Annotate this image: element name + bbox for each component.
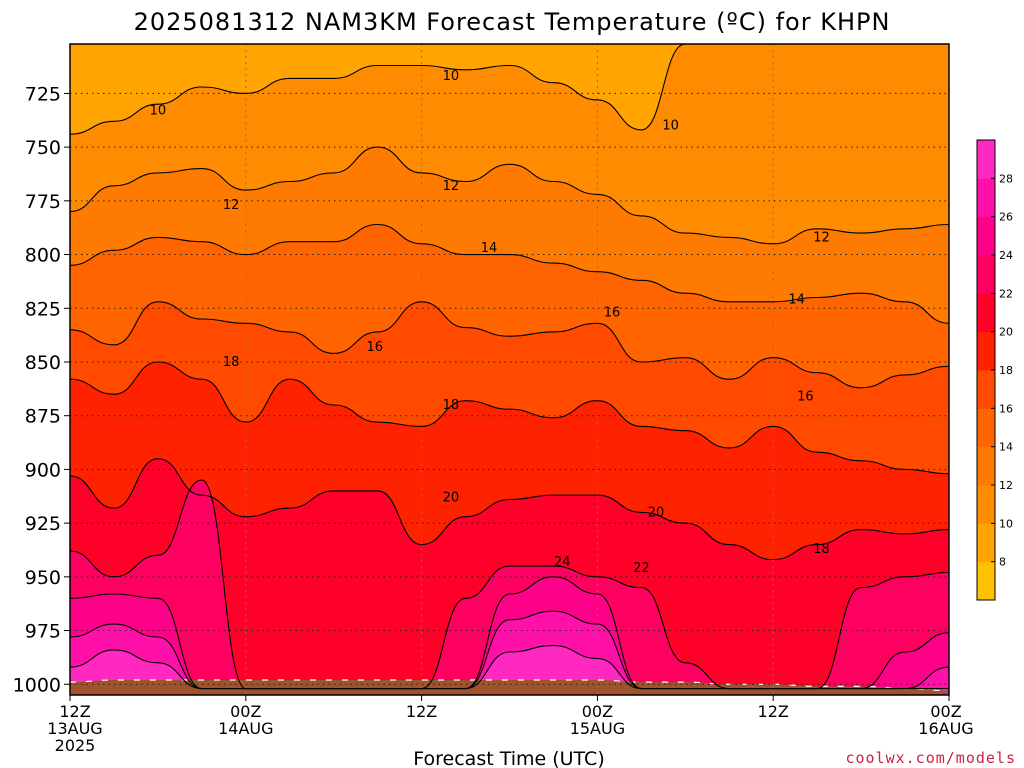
y-tick-label-975: 975 <box>25 621 61 643</box>
colorbar-segment-20 <box>977 293 995 333</box>
contour-label-14: 14 <box>481 241 498 256</box>
colorbar-segment-10 <box>977 485 995 524</box>
colorbar-segment-26 <box>977 178 995 218</box>
contour-label-10: 10 <box>150 104 167 119</box>
isotherm-10 <box>70 44 949 135</box>
contour-label-18: 18 <box>813 542 830 557</box>
x-tick-label-48-0: 12Z <box>758 702 789 721</box>
y-tick-label-925: 925 <box>25 513 61 535</box>
x-tick-label-0-2: 2025 <box>55 736 96 755</box>
contour-label-12: 12 <box>443 179 460 194</box>
y-tick-label-725: 725 <box>25 83 61 105</box>
colorbar: 8 10 12 14 16 18 20 22 24 26 28 <box>976 139 1013 601</box>
y-tick-label-900: 900 <box>25 459 61 481</box>
colorbar-tick-label-14: 14 <box>999 441 1013 454</box>
isotherm-18 <box>70 361 949 475</box>
colorbar-tick-label-8: 8 <box>999 556 1006 569</box>
x-tick-label-0-0: 12Z <box>59 702 90 721</box>
x-tick-label-0-1: 13AUG <box>47 719 102 738</box>
contour-label-20: 20 <box>443 490 460 505</box>
pressure-axis: 725 750 775 800 825 850 875 900 925 950 975 1000 <box>13 83 70 696</box>
plot-frame <box>69 43 950 696</box>
colorbar-segment-18 <box>977 331 995 371</box>
colorbar-segment-16 <box>977 370 995 409</box>
colorbar-tick-label-22: 22 <box>999 287 1013 300</box>
isotherm-16 <box>70 301 949 389</box>
contour-label-12: 12 <box>223 198 240 213</box>
credit-text: coolwx.com/models <box>845 749 1016 767</box>
contour-label-layer: 10 10 10 12 12 12 14 14 16 16 16 18 18 18 20 20 22 24 <box>150 69 830 576</box>
y-tick-label-850: 850 <box>25 352 61 374</box>
contour-label-16: 16 <box>366 340 383 355</box>
colorbar-segment-24 <box>977 216 995 256</box>
isotherm-14 <box>70 223 949 324</box>
colorbar-tick-label-16: 16 <box>999 402 1013 415</box>
colorbar-segment-12 <box>977 446 995 486</box>
band-above-28 <box>70 645 949 695</box>
contour-label-18: 18 <box>223 355 240 370</box>
colorbar-tick-label-10: 10 <box>999 517 1013 530</box>
colorbar-segment-8 <box>977 523 995 563</box>
surface-terrain-layer <box>70 679 949 695</box>
colorbar-tick-label-28: 28 <box>999 172 1013 185</box>
contour-label-16: 16 <box>604 306 621 321</box>
isotherm-28 <box>70 645 949 690</box>
y-tick-label-875: 875 <box>25 406 61 428</box>
contour-label-16: 16 <box>797 389 814 404</box>
x-tick-label-36-1: 15AUG <box>570 719 625 738</box>
x-tick-label-36-0: 00Z <box>582 702 613 721</box>
x-axis-title: Forecast Time (UTC) <box>413 748 604 768</box>
contour-label-20: 20 <box>648 505 665 520</box>
contour-label-12: 12 <box>813 230 830 245</box>
colorbar-segment-6 <box>977 561 995 601</box>
y-tick-label-950: 950 <box>25 567 61 589</box>
colorbar-segment-28 <box>977 140 995 179</box>
isotherm-12 <box>70 146 949 245</box>
x-tick-label-60-0: 00Z <box>930 702 961 721</box>
y-tick-label-775: 775 <box>25 191 61 213</box>
contour-label-10: 10 <box>443 69 460 84</box>
y-tick-label-800: 800 <box>25 245 61 267</box>
band-above-22 <box>70 480 949 695</box>
contour-label-24: 24 <box>554 555 571 570</box>
x-tick-label-12-1: 14AUG <box>218 719 273 738</box>
x-tick-label-24-0: 12Z <box>406 702 437 721</box>
temperature-fill-layer <box>70 44 949 695</box>
y-tick-label-750: 750 <box>25 137 61 159</box>
ground-surface <box>70 680 949 695</box>
colorbar-tick-label-24: 24 <box>999 249 1013 262</box>
colorbar-tick-label-20: 20 <box>999 326 1013 339</box>
isotherm-20 <box>70 458 949 561</box>
contour-label-18: 18 <box>443 398 460 413</box>
colorbar-segment-14 <box>977 408 995 448</box>
colorbar-tick-label-26: 26 <box>999 211 1013 224</box>
ground-surface-edge <box>70 679 949 692</box>
colorbar-tick-label-18: 18 <box>999 364 1013 377</box>
x-tick-label-60-1: 16AUG <box>918 719 973 738</box>
y-tick-label-1000: 1000 <box>13 674 61 696</box>
chart-title: 2025081312 NAM3KM Forecast Temperature (… <box>134 8 891 36</box>
colorbar-tick-label-12: 12 <box>999 479 1013 492</box>
contour-label-22: 22 <box>633 561 650 576</box>
contour-label-10: 10 <box>662 119 679 134</box>
contour-label-14: 14 <box>788 293 805 308</box>
isotherm-contour-layer <box>70 44 949 690</box>
y-tick-label-825: 825 <box>25 298 61 320</box>
colorbar-segment-22 <box>977 255 995 294</box>
x-tick-label-12-0: 00Z <box>230 702 261 721</box>
